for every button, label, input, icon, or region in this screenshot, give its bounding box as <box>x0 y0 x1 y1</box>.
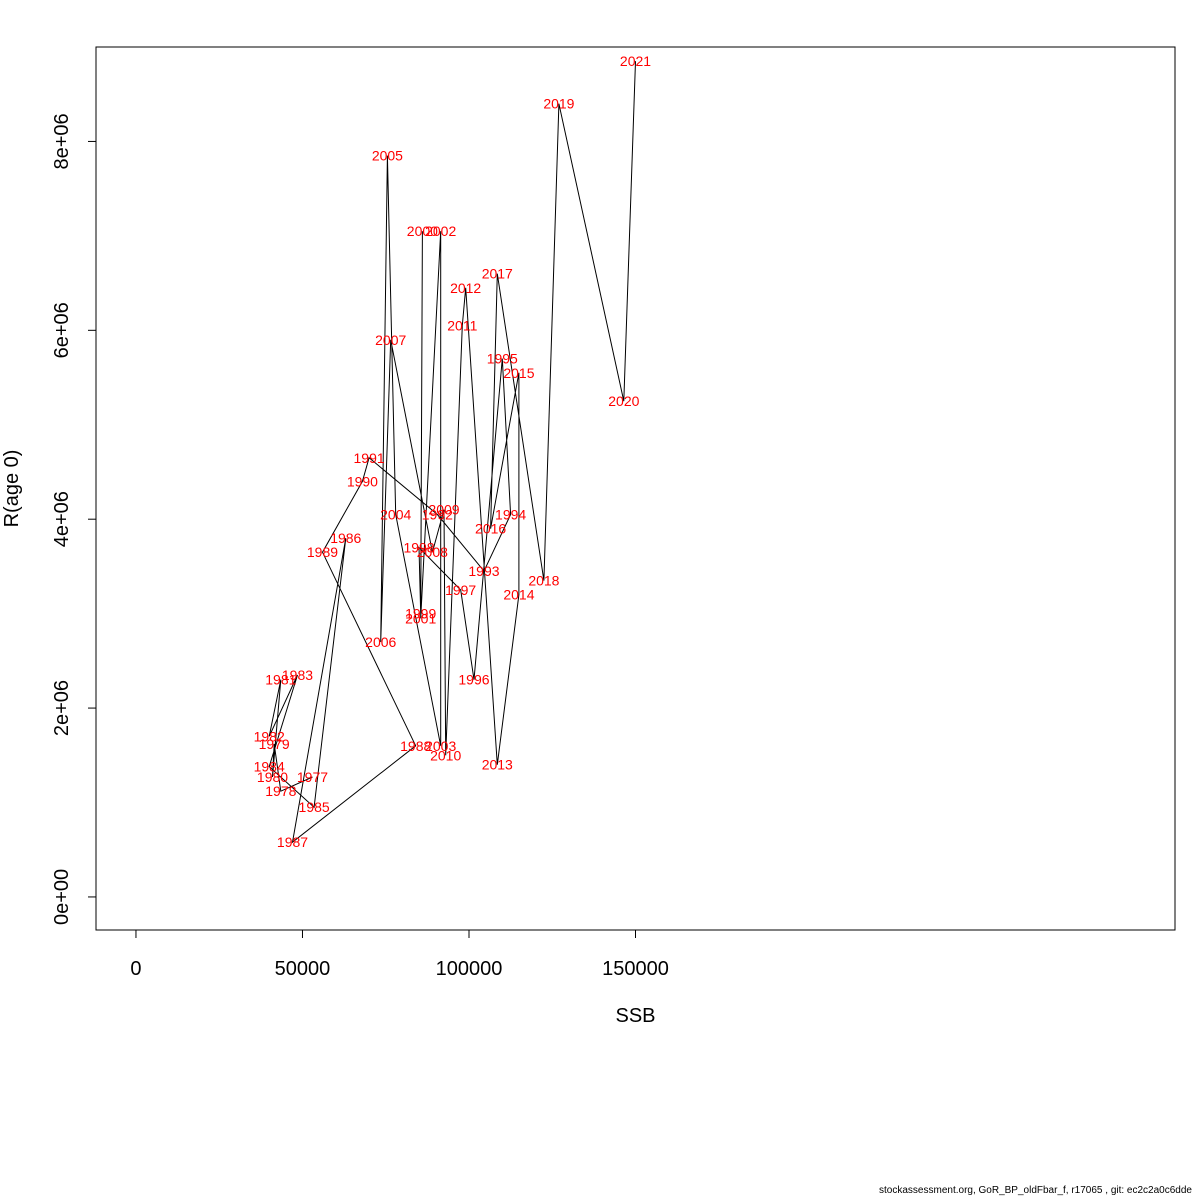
year-label-1997: 1997 <box>445 582 476 598</box>
year-label-2001: 2001 <box>405 610 436 626</box>
year-label-1978: 1978 <box>265 783 296 799</box>
year-label-2002: 2002 <box>425 223 456 239</box>
y-tick-label: 0e+00 <box>51 869 73 925</box>
x-tick-label: 100000 <box>436 958 503 980</box>
year-label-2016: 2016 <box>475 521 506 537</box>
year-label-1999: 1999 <box>405 606 436 622</box>
year-label-1983: 1983 <box>282 667 313 683</box>
year-label-1996: 1996 <box>458 672 489 688</box>
x-axis: 0 50000 100000 150000 <box>130 929 669 980</box>
year-label-2007: 2007 <box>375 332 406 348</box>
year-label-1982: 1982 <box>254 728 285 744</box>
year-label-2005: 2005 <box>372 148 403 164</box>
footer-credit: stockassessment.org, GoR_BP_oldFbar_f, r… <box>879 1185 1192 1196</box>
year-label-1980: 1980 <box>257 769 288 785</box>
year-label-2014: 2014 <box>503 587 534 603</box>
year-label-2003: 2003 <box>425 738 456 754</box>
year-label-1989: 1989 <box>307 544 338 560</box>
year-label-1993: 1993 <box>468 563 499 579</box>
y-tick-label: 8e+06 <box>51 113 73 169</box>
year-label-1990: 1990 <box>347 473 378 489</box>
year-label-1986: 1986 <box>330 530 361 546</box>
y-axis-title: R(age 0) <box>1 450 23 528</box>
y-tick-label: 6e+06 <box>51 302 73 358</box>
year-label-2010: 2010 <box>430 747 461 763</box>
x-axis-title: SSB <box>615 1005 655 1027</box>
y-axis: 0e+00 2e+06 4e+06 6e+06 8e+06 <box>51 113 97 925</box>
year-label-1977: 1977 <box>297 769 328 785</box>
year-label-1991: 1991 <box>354 450 385 466</box>
x-tick-label: 150000 <box>602 958 669 980</box>
y-tick-label: 4e+06 <box>51 491 73 547</box>
plot-frame <box>95 46 1176 931</box>
year-label-2009: 2009 <box>428 502 459 518</box>
x-tick-label: 0 <box>130 958 141 980</box>
year-label-1994: 1994 <box>495 506 526 522</box>
year-label-1985: 1985 <box>299 799 330 815</box>
year-label-2019: 2019 <box>543 96 574 112</box>
x-tick-label: 50000 <box>275 958 331 980</box>
y-tick-label: 2e+06 <box>51 680 73 736</box>
year-label-1995: 1995 <box>487 351 518 367</box>
year-label-2008: 2008 <box>417 544 448 560</box>
year-label-2011: 2011 <box>447 318 477 334</box>
year-label-1987: 1987 <box>277 834 308 850</box>
year-label-2018: 2018 <box>528 573 559 589</box>
year-label-2017: 2017 <box>482 266 513 282</box>
year-label-1998: 1998 <box>403 540 434 556</box>
year-label-2000: 2000 <box>407 223 438 239</box>
year-label-1984: 1984 <box>254 759 285 775</box>
year-label-2004: 2004 <box>380 506 411 522</box>
series-line <box>268 61 636 844</box>
year-label-2006: 2006 <box>365 634 396 650</box>
year-label-2013: 2013 <box>482 757 513 773</box>
year-label-2021: 2021 <box>620 53 651 69</box>
year-label-2020: 2020 <box>608 393 639 409</box>
series-line-group <box>268 61 636 844</box>
year-label-1981: 1981 <box>265 672 296 688</box>
year-label-2015: 2015 <box>503 365 534 381</box>
year-label-1979: 1979 <box>259 736 290 752</box>
year-label-2012: 2012 <box>450 280 481 296</box>
year-label-1992: 1992 <box>422 506 453 522</box>
year-label-1988: 1988 <box>400 738 431 754</box>
